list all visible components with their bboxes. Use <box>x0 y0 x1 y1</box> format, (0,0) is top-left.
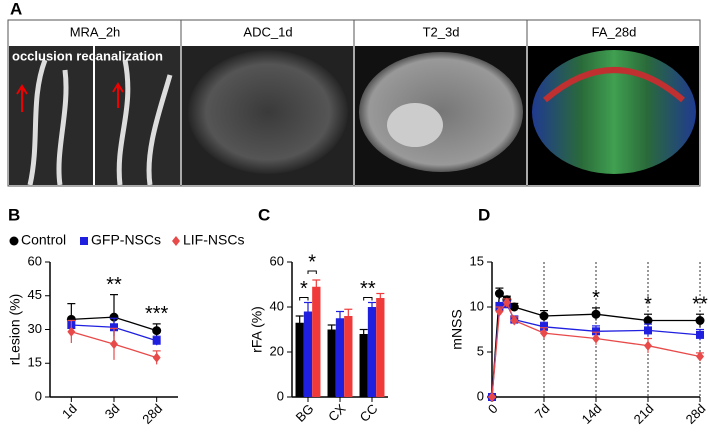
marker <box>539 311 549 321</box>
marker <box>152 326 162 336</box>
significance: ** <box>360 278 376 300</box>
significance: * <box>592 287 600 309</box>
y-tick-label: 60 <box>28 253 42 268</box>
legend-label: GFP-NSCs <box>91 232 161 248</box>
bar <box>303 311 313 397</box>
image-title: T2_3d <box>423 24 460 39</box>
marker <box>696 351 704 362</box>
image-annotation: occlusion recanalization <box>12 48 163 63</box>
bar <box>344 316 353 397</box>
bracket <box>299 297 309 301</box>
marker <box>540 322 548 331</box>
legend-marker <box>172 236 180 246</box>
marker <box>509 302 519 312</box>
marker <box>696 330 704 339</box>
y-tick-label: 20 <box>270 343 284 358</box>
marker <box>152 352 161 363</box>
marker <box>695 316 705 325</box>
panel-label: D <box>478 205 490 224</box>
legend-marker <box>9 236 19 246</box>
x-tick-label: 28d <box>139 401 165 427</box>
y-tick-label: 60 <box>270 253 284 268</box>
tract <box>543 67 685 103</box>
legend-label: LIF-NSCs <box>183 232 244 248</box>
panel-label: C <box>258 205 270 224</box>
x-tick-label: BG <box>293 401 317 425</box>
x-tick-label: 7d <box>532 401 553 422</box>
bar <box>327 329 336 397</box>
image-title: FA_28d <box>592 24 637 39</box>
vessels <box>27 59 173 186</box>
image-title: ADC_1d <box>243 24 292 39</box>
y-tick-label: 15 <box>28 355 42 370</box>
x-tick-label: 14d <box>579 401 605 427</box>
marker <box>644 326 652 335</box>
marker <box>591 309 601 319</box>
y-tick-label: 0 <box>35 388 42 403</box>
y-axis-label: rFA (%) <box>249 306 265 353</box>
image-title: MRA_2h <box>70 24 121 39</box>
x-tick-label: 3d <box>102 401 123 422</box>
y-tick-label: 45 <box>28 287 42 302</box>
significance: *** <box>145 303 169 325</box>
y-tick-label: 5 <box>477 343 484 358</box>
brain <box>359 52 523 172</box>
bar <box>295 322 304 397</box>
y-tick-label: 0 <box>477 388 484 403</box>
y-tick-label: 0 <box>277 388 284 403</box>
bar <box>367 307 377 397</box>
arrow <box>112 82 124 108</box>
brain <box>188 50 348 174</box>
marker <box>488 392 496 402</box>
marker <box>110 323 118 332</box>
marker <box>592 333 600 344</box>
marker <box>110 339 118 350</box>
bar <box>376 298 385 397</box>
y-axis-label: mNSS <box>449 309 465 349</box>
x-tick-label: CC <box>357 401 381 425</box>
lesion <box>387 103 443 147</box>
y-tick-label: 15 <box>470 253 484 268</box>
marker <box>495 306 504 317</box>
marker <box>592 327 600 336</box>
x-tick-label: 1d <box>59 401 80 422</box>
y-tick-label: 10 <box>470 298 484 313</box>
marker <box>152 336 161 345</box>
bar <box>359 334 368 397</box>
significance: * <box>644 293 652 315</box>
marker <box>643 316 653 325</box>
bar <box>335 318 345 397</box>
x-tick-label: 28d <box>683 401 708 427</box>
y-tick-label: 40 <box>270 298 284 313</box>
legend-label: Control <box>21 232 66 248</box>
bracket <box>307 270 317 274</box>
marker <box>67 326 76 337</box>
arrow <box>16 84 28 112</box>
x-tick-label: CX <box>325 401 349 425</box>
marker <box>510 315 519 326</box>
marker <box>502 297 511 308</box>
panel-label: B <box>8 205 20 224</box>
marker <box>109 312 119 322</box>
x-tick-label: 21d <box>631 401 657 427</box>
marker <box>644 340 652 351</box>
y-tick-label: 30 <box>28 321 42 336</box>
marker <box>494 289 504 298</box>
bar <box>312 286 321 397</box>
bracket <box>363 297 373 301</box>
marker <box>540 328 548 339</box>
legend-marker <box>80 237 88 245</box>
image-row: MRA_2h ADC_1d T2_3d FA_28d occlusion rec… <box>7 19 701 187</box>
significance: * <box>308 251 316 273</box>
x-tick-label: 0 <box>485 401 501 417</box>
significance: * <box>300 278 308 300</box>
panel-label: A <box>10 0 22 18</box>
y-axis-label: rLesion (%) <box>7 294 23 366</box>
significance: ** <box>692 293 708 315</box>
significance: ** <box>106 274 122 296</box>
